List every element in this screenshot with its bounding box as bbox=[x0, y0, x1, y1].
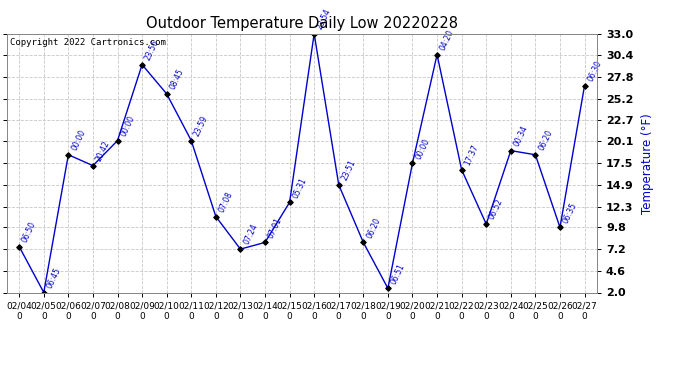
Text: 08:45: 08:45 bbox=[168, 68, 186, 91]
Text: 23:59: 23:59 bbox=[193, 114, 210, 138]
Point bbox=[505, 148, 516, 154]
Text: 06:35: 06:35 bbox=[562, 201, 579, 225]
Point bbox=[456, 167, 467, 173]
Y-axis label: Temperature (°F): Temperature (°F) bbox=[640, 113, 653, 213]
Text: 23:56: 23:56 bbox=[144, 38, 161, 62]
Point bbox=[284, 200, 295, 206]
Point bbox=[235, 246, 246, 252]
Text: 06:51: 06:51 bbox=[389, 262, 406, 285]
Text: 06:20: 06:20 bbox=[365, 216, 382, 240]
Point bbox=[63, 152, 74, 158]
Text: 06:50: 06:50 bbox=[21, 220, 38, 244]
Point bbox=[161, 91, 172, 97]
Text: 04:20: 04:20 bbox=[438, 28, 456, 52]
Point bbox=[530, 152, 541, 158]
Text: 07:01: 07:01 bbox=[266, 216, 284, 240]
Text: 06:52: 06:52 bbox=[488, 198, 505, 221]
Point bbox=[358, 239, 369, 245]
Point bbox=[38, 290, 49, 296]
Text: 00:34: 00:34 bbox=[512, 124, 530, 148]
Point bbox=[579, 82, 590, 88]
Text: 06:30: 06:30 bbox=[586, 59, 603, 83]
Point bbox=[88, 163, 99, 169]
Text: 00:00: 00:00 bbox=[119, 114, 137, 138]
Point bbox=[382, 285, 393, 291]
Text: 06:20: 06:20 bbox=[537, 128, 554, 152]
Text: Copyright 2022 Cartronics.com: Copyright 2022 Cartronics.com bbox=[10, 38, 166, 46]
Point bbox=[481, 221, 492, 227]
Text: 00:00: 00:00 bbox=[70, 128, 87, 152]
Text: 23:51: 23:51 bbox=[340, 159, 357, 182]
Point bbox=[555, 224, 566, 230]
Text: 07:24: 07:24 bbox=[241, 223, 259, 246]
Title: Outdoor Temperature Daily Low 20220228: Outdoor Temperature Daily Low 20220228 bbox=[146, 16, 458, 31]
Text: 07:08: 07:08 bbox=[217, 190, 235, 214]
Text: 17:37: 17:37 bbox=[463, 143, 480, 167]
Point bbox=[407, 160, 418, 166]
Point bbox=[333, 182, 344, 188]
Point bbox=[308, 31, 319, 37]
Point bbox=[431, 52, 442, 58]
Text: 06:45: 06:45 bbox=[45, 266, 63, 290]
Point bbox=[14, 244, 25, 250]
Text: 23:54: 23:54 bbox=[315, 8, 333, 31]
Point bbox=[137, 62, 148, 68]
Point bbox=[112, 138, 123, 144]
Text: 05:31: 05:31 bbox=[291, 176, 308, 200]
Text: 20:42: 20:42 bbox=[95, 140, 112, 163]
Point bbox=[259, 239, 270, 245]
Text: 00:00: 00:00 bbox=[414, 136, 431, 160]
Point bbox=[210, 213, 221, 219]
Point bbox=[186, 138, 197, 144]
